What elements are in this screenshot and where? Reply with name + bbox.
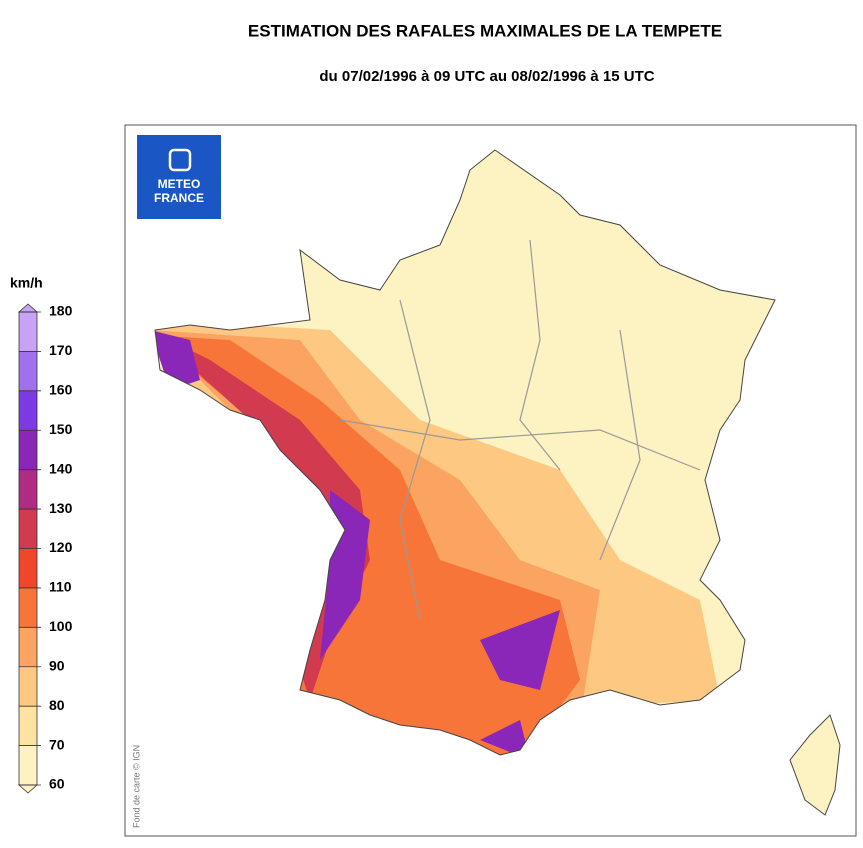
legend-band [19, 706, 37, 746]
legend-tick-label: 160 [49, 382, 73, 398]
legend-band [19, 509, 37, 549]
legend: 60 70 80 90 100 110 120 130 140 150 160 170 180 [17, 303, 73, 794]
legend-tick-label: 80 [49, 697, 65, 713]
legend-band [19, 587, 37, 628]
region-borders [339, 239, 701, 621]
legend-band [19, 666, 37, 707]
legend-band [19, 390, 37, 431]
legend-tick-label: 170 [49, 342, 73, 358]
legend-band [19, 469, 37, 510]
legend-band [19, 430, 37, 470]
legend-tick-label: 100 [49, 618, 73, 634]
legend-band [19, 351, 37, 391]
logo-icon [168, 148, 192, 172]
legend-band [19, 312, 37, 352]
legend-tick-label: 130 [49, 500, 73, 516]
legend-tick-label: 70 [49, 736, 65, 752]
legend-arrow [17, 784, 39, 794]
legend-arrow [17, 303, 39, 313]
legend-unit: km/h [10, 275, 43, 291]
legend-tick-label: 90 [49, 657, 65, 673]
title: ESTIMATION DES RAFALES MAXIMALES DE LA T… [248, 21, 722, 40]
legend-tick-label: 150 [49, 421, 73, 437]
legend-band [19, 745, 37, 785]
credit: Fond de carte © IGN [131, 745, 141, 828]
logo-text: METEO [158, 177, 201, 191]
legend-tick-label: 60 [49, 776, 65, 792]
legend-tick-label: 140 [49, 460, 73, 476]
legend-tick-label: 120 [49, 539, 73, 555]
france-outline [154, 149, 776, 756]
legend-tick-label: 110 [49, 579, 72, 595]
subtitle: du 07/02/1996 à 09 UTC au 08/02/1996 à 1… [319, 68, 654, 85]
legend-tick-label: 180 [49, 303, 73, 319]
corsica [789, 714, 841, 816]
legend-band [19, 548, 37, 588]
logo-text: FRANCE [154, 191, 204, 205]
legend-band [19, 627, 37, 667]
